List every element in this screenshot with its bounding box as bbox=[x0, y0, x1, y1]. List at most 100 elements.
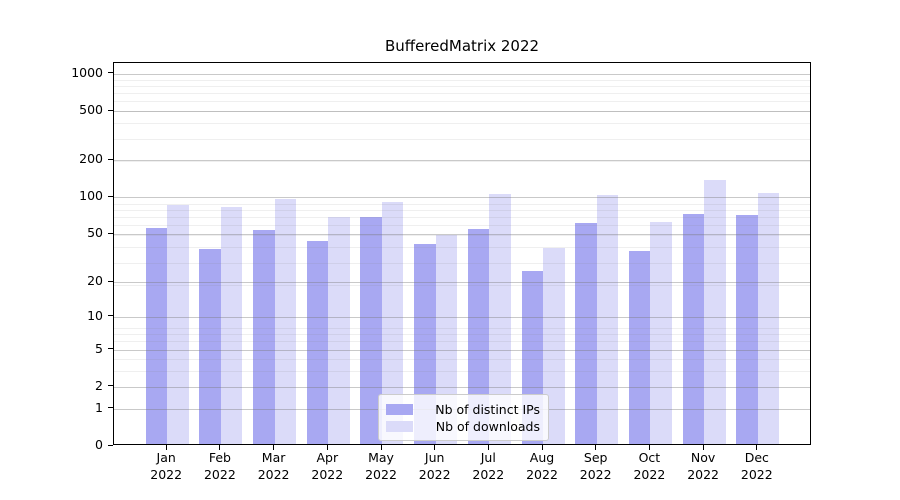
gridline-minor bbox=[113, 284, 810, 286]
x-tick-label: Nov 2022 bbox=[676, 450, 730, 483]
bar-downloads-sep bbox=[596, 195, 619, 444]
x-tick-mark bbox=[219, 445, 221, 450]
x-tick-label: Mar 2022 bbox=[247, 450, 301, 483]
gridline-major bbox=[113, 386, 810, 388]
x-label-year: 2022 bbox=[311, 466, 344, 482]
y-tick-mark bbox=[107, 315, 113, 317]
y-tick-mark bbox=[107, 109, 113, 111]
x-tick-mark bbox=[380, 445, 382, 450]
bar-downloads-jan bbox=[167, 204, 189, 444]
y-tick-label: 20 bbox=[87, 273, 103, 288]
x-label-month: Aug bbox=[529, 450, 555, 465]
x-label-year: 2022 bbox=[633, 466, 666, 482]
legend-swatch-downloads bbox=[386, 420, 413, 432]
y-tick-label: 0 bbox=[95, 437, 103, 452]
bar-downloads-mar bbox=[274, 198, 297, 444]
bar-distinct-ips-feb bbox=[199, 249, 221, 444]
y-tick-label: 1 bbox=[95, 399, 103, 415]
y-tick-label: 1000 bbox=[71, 64, 103, 80]
x-label-year: 2022 bbox=[687, 466, 719, 482]
plot-area bbox=[112, 62, 811, 445]
x-tick-mark bbox=[756, 445, 758, 450]
x-tick-label: Feb 2022 bbox=[193, 450, 247, 483]
x-label-year: 2022 bbox=[150, 466, 183, 482]
y-tick-label: 2 bbox=[95, 377, 103, 393]
bar-downloads-may bbox=[381, 202, 404, 444]
x-tick-mark bbox=[487, 445, 489, 450]
bar-downloads-jun bbox=[435, 235, 458, 444]
x-label-month: Nov bbox=[690, 450, 716, 465]
gridline-minor bbox=[113, 327, 810, 329]
x-tick-label: May 2022 bbox=[354, 450, 408, 483]
bar-distinct-ips-jan bbox=[145, 228, 168, 444]
x-label-month: Mar bbox=[261, 450, 286, 465]
gridline-minor bbox=[113, 93, 810, 94]
gridline-major bbox=[113, 73, 810, 75]
gridline-minor bbox=[113, 247, 810, 249]
gridline-minor bbox=[113, 209, 810, 211]
gridline-minor bbox=[113, 341, 810, 343]
bar-downloads-oct bbox=[650, 221, 672, 444]
y-tick-mark bbox=[107, 407, 113, 409]
gridline-major bbox=[113, 160, 810, 162]
gridline-minor bbox=[113, 235, 810, 237]
x-label-year: 2022 bbox=[472, 466, 505, 482]
y-tick-mark bbox=[107, 385, 113, 387]
legend-label-downloads: Nb of downloads bbox=[435, 418, 540, 434]
legend-label-distinct-ips: Nb of distinct IPs bbox=[435, 401, 540, 417]
gridline-major bbox=[113, 282, 810, 283]
gridline-major bbox=[113, 111, 810, 112]
y-tick-mark bbox=[107, 348, 113, 349]
y-tick-mark bbox=[107, 158, 113, 160]
y-tick-label: 100 bbox=[79, 188, 103, 204]
bar-downloads-apr bbox=[328, 217, 350, 444]
bar-distinct-ips-dec bbox=[736, 215, 758, 444]
chart-title: BufferedMatrix 2022 bbox=[384, 37, 540, 55]
x-label-month: Sep bbox=[583, 450, 608, 465]
gridline-major bbox=[113, 234, 810, 236]
x-tick-label: Aug 2022 bbox=[515, 450, 569, 483]
x-tick-label: Dec 2022 bbox=[730, 450, 784, 483]
gridline-minor bbox=[113, 262, 810, 264]
gridline-major bbox=[113, 349, 810, 351]
x-label-month: Dec bbox=[744, 450, 769, 465]
y-tick-label: 10 bbox=[87, 307, 103, 323]
x-label-year: 2022 bbox=[257, 466, 290, 482]
x-tick-label: Jan 2022 bbox=[139, 450, 193, 483]
bar-distinct-ips-nov bbox=[682, 214, 705, 444]
gridline-major bbox=[113, 316, 810, 318]
legend-swatch-distinct-ips bbox=[386, 403, 413, 415]
x-label-month: Jan bbox=[156, 450, 176, 465]
y-tick-mark bbox=[107, 195, 113, 197]
gridline-minor bbox=[113, 217, 810, 219]
bar-downloads-feb bbox=[220, 207, 243, 444]
gridline-minor bbox=[113, 101, 810, 103]
bar-distinct-ips-oct bbox=[628, 250, 651, 444]
bar-distinct-ips-jun bbox=[414, 243, 436, 444]
x-tick-mark bbox=[165, 445, 167, 450]
bar-downloads-nov bbox=[704, 180, 726, 444]
gridline-minor bbox=[113, 160, 810, 162]
y-tick-mark bbox=[107, 232, 113, 234]
x-tick-mark bbox=[273, 445, 275, 450]
x-label-month: May bbox=[368, 450, 394, 465]
x-label-year: 2022 bbox=[203, 466, 236, 482]
gridline-minor bbox=[113, 371, 810, 373]
x-label-year: 2022 bbox=[526, 466, 558, 482]
bar-distinct-ips-jul bbox=[467, 229, 490, 444]
gridline-minor bbox=[113, 225, 810, 227]
x-tick-mark bbox=[434, 445, 436, 450]
x-tick-mark bbox=[326, 445, 328, 450]
x-label-year: 2022 bbox=[740, 466, 773, 482]
x-tick-mark bbox=[595, 445, 597, 450]
y-tick-label: 50 bbox=[87, 225, 103, 241]
bar-distinct-ips-sep bbox=[575, 222, 597, 444]
x-tick-mark bbox=[541, 445, 543, 450]
y-tick-label: 200 bbox=[79, 151, 103, 167]
x-label-month: Oct bbox=[638, 450, 661, 465]
legend: Nb of distinct IPs Nb of downloads bbox=[378, 394, 549, 441]
gridline-minor bbox=[113, 359, 810, 361]
x-label-year: 2022 bbox=[418, 466, 451, 482]
x-tick-mark bbox=[648, 445, 650, 450]
gridline-minor bbox=[113, 123, 810, 125]
